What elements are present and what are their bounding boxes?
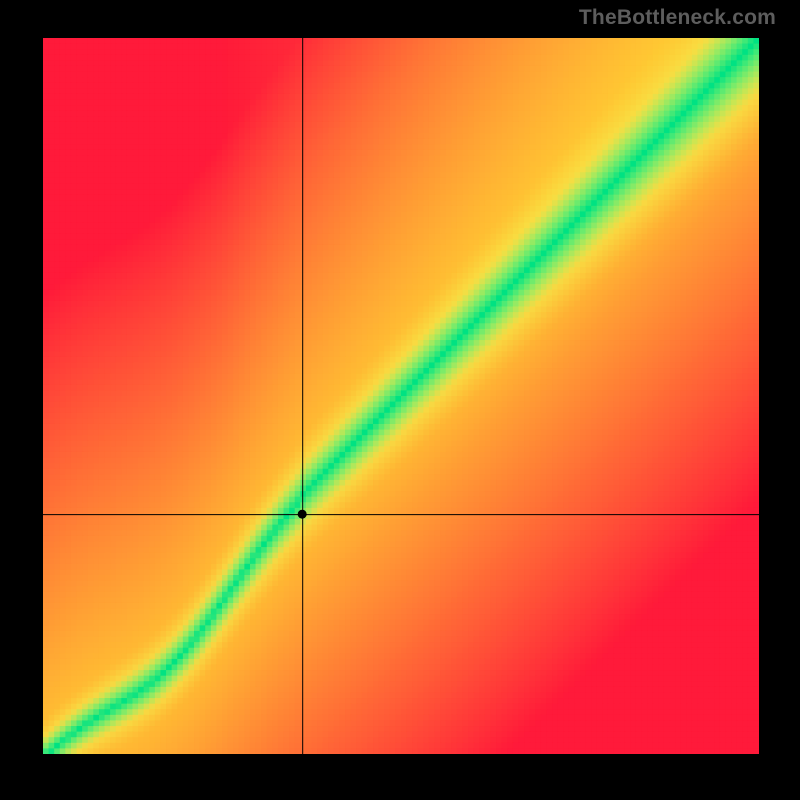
watermark-text: TheBottleneck.com bbox=[579, 6, 776, 30]
heatmap-canvas bbox=[43, 38, 759, 754]
bottleneck-heatmap bbox=[43, 38, 759, 754]
